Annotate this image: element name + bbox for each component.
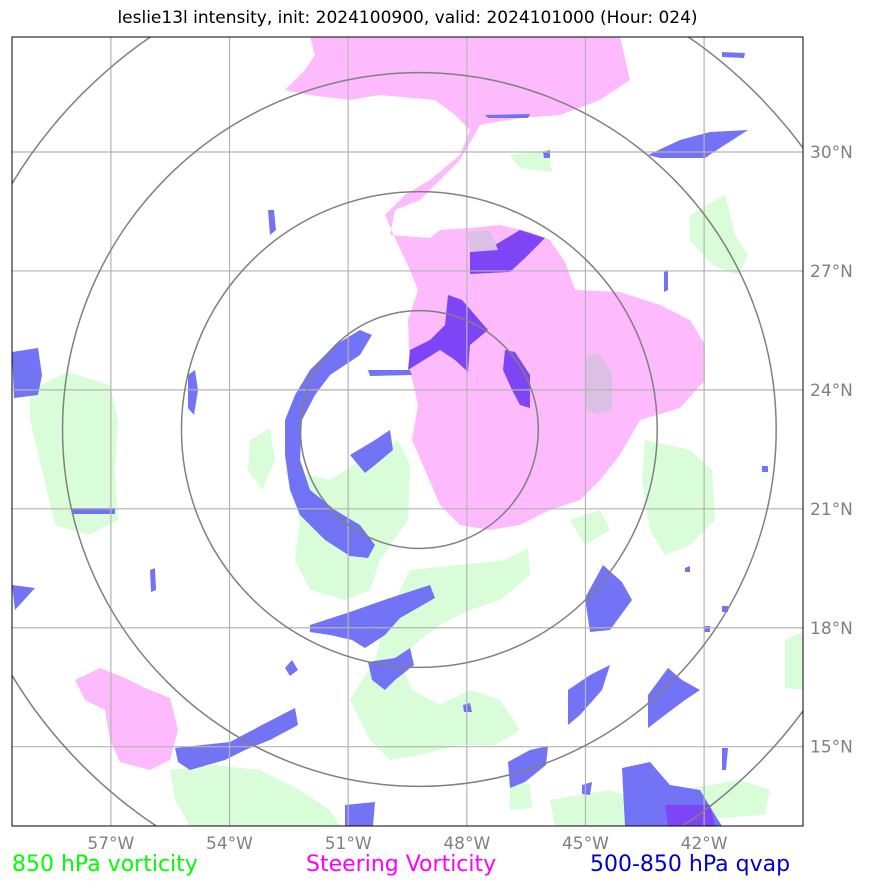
latitude-tick-label: 18°N: [810, 619, 853, 639]
legend-steering-vorticity: Steering Vorticity: [306, 852, 497, 877]
map-frame: [11, 36, 804, 827]
map-title: leslie13l intensity, init: 2024100900, v…: [117, 8, 698, 28]
longitude-tick-label: 45°W: [562, 834, 609, 854]
overlap-layer: [408, 230, 715, 826]
legend-850-vorticity: 850 hPa vorticity: [12, 852, 198, 877]
latitude-tick-label: 30°N: [810, 143, 853, 163]
latitude-ticks: 30°N 27°N 24°N 21°N 18°N 15°N: [810, 143, 853, 758]
longitude-ticks: 57°W 54°W 51°W 48°W 45°W 42°W: [87, 834, 727, 854]
graticule: [12, 37, 803, 826]
range-ring: [61, 71, 777, 788]
latitude-tick-label: 27°N: [810, 262, 853, 282]
legend-qvap: 500-850 hPa qvap: [590, 852, 791, 877]
pink-green-overlap-layer: [468, 230, 612, 414]
longitude-tick-label: 51°W: [325, 834, 372, 854]
latitude-tick-label: 15°N: [810, 738, 853, 758]
longitude-tick-label: 48°W: [443, 834, 490, 854]
range-ring: [299, 309, 540, 550]
longitude-tick-label: 42°W: [681, 834, 728, 854]
longitude-tick-label: 54°W: [206, 834, 253, 854]
range-ring: [180, 190, 659, 669]
longitude-tick-label: 57°W: [87, 834, 134, 854]
latitude-tick-label: 24°N: [810, 381, 853, 401]
latitude-tick-label: 21°N: [810, 500, 853, 520]
